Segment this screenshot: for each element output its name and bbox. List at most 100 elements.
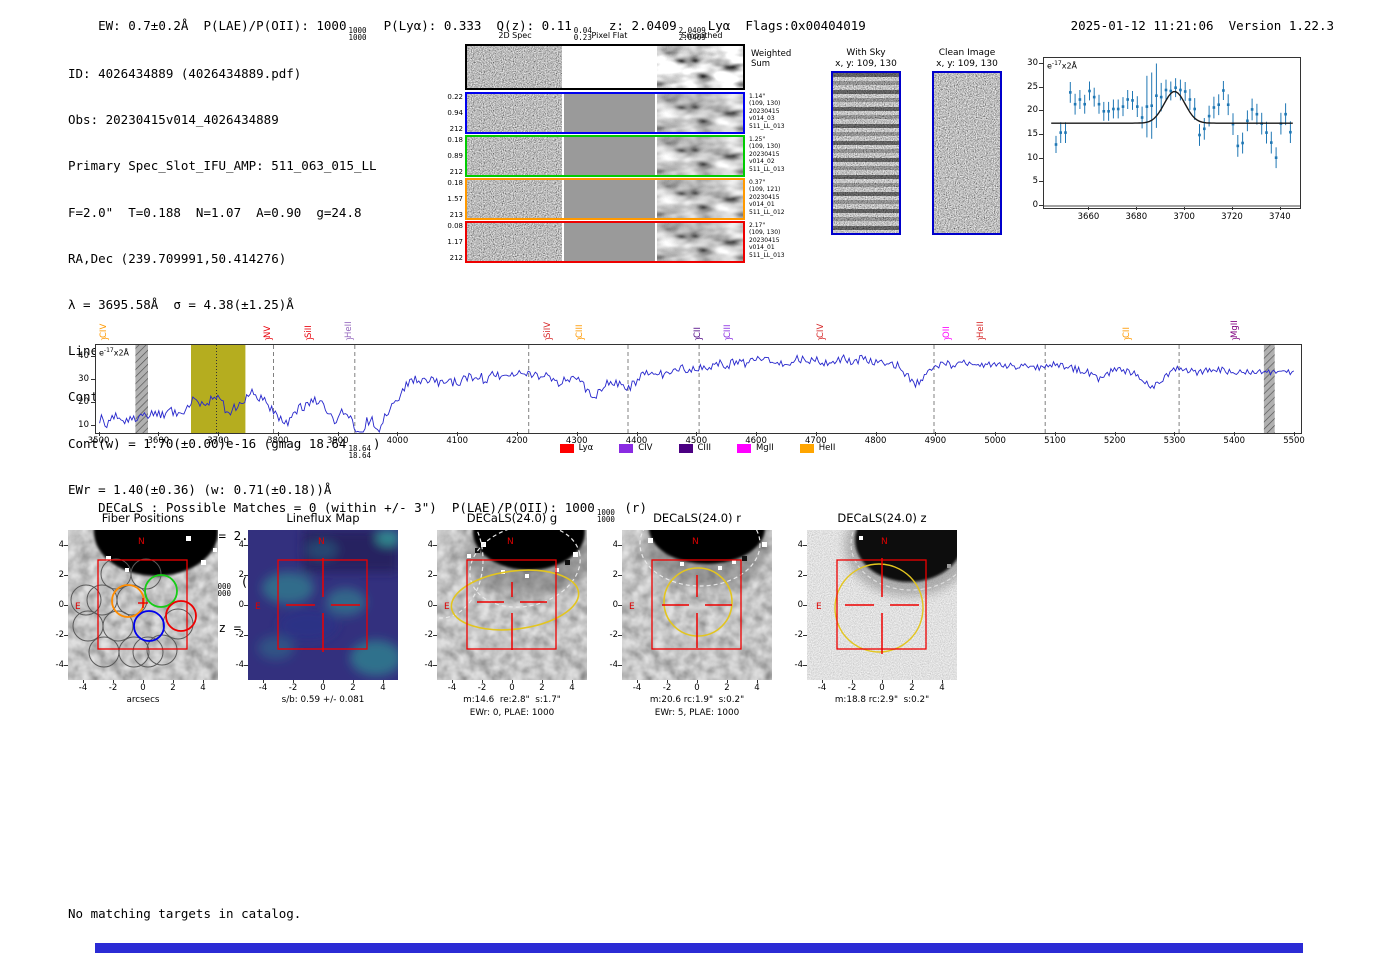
spectral-line-marker-label: CIV bbox=[98, 323, 109, 338]
cutout-x-tick bbox=[727, 680, 728, 683]
line-fit-plot bbox=[1043, 57, 1301, 209]
legend-swatch bbox=[736, 443, 751, 453]
spectral-line-brace: { bbox=[306, 335, 316, 342]
cutout-x-tick bbox=[512, 680, 513, 683]
aperture-circle bbox=[834, 563, 924, 653]
cutout-x-tick bbox=[942, 680, 943, 683]
cutout-y-tick bbox=[64, 605, 68, 606]
decals-match-line: DECaLS : Possible Matches = 0 (within +/… bbox=[98, 500, 647, 524]
legend-swatch bbox=[678, 443, 693, 453]
spectrum-x-tick bbox=[218, 432, 220, 436]
spec2d-noise-segment bbox=[467, 46, 562, 88]
spectrum-x-tick bbox=[875, 432, 877, 436]
cutout-x-tick-label: 2 bbox=[170, 683, 176, 693]
aperture-ellipse bbox=[450, 569, 580, 631]
header-plya: P(Lyα): 0.333 bbox=[383, 18, 482, 33]
cutout-y-tick-label: 4 bbox=[238, 540, 244, 550]
spectrum-x-tick bbox=[98, 432, 100, 436]
cutout-y-tick bbox=[803, 575, 807, 576]
inset-x-tick-label: 3720 bbox=[1221, 212, 1243, 222]
spec2d-strip-left-labels: 0.18 0.89 212 bbox=[447, 136, 463, 176]
cutout-x-tick-label: 0 bbox=[694, 683, 700, 693]
spec2d-pixelflat-segment bbox=[564, 223, 655, 261]
cutout-y-tick-label: 4 bbox=[58, 540, 64, 550]
spec2d-smoothed-segment bbox=[657, 137, 743, 175]
spectrum-x-tick-label: 5200 bbox=[1103, 436, 1126, 446]
cutout-x-tick-label: -2 bbox=[477, 683, 487, 693]
cutout-title-decals-z: DECaLS(24.0) z bbox=[837, 511, 927, 525]
inset-x-tick bbox=[1279, 207, 1281, 210]
cutout-y-tick-label: -4 bbox=[794, 660, 803, 670]
spec2d-noise-segment bbox=[467, 223, 562, 261]
cutout-x-tick-label: 4 bbox=[200, 683, 206, 693]
info-lambda: λ = 3695.58Å σ = 4.38(±1.25)Å bbox=[68, 296, 294, 312]
spectrum-x-tick bbox=[636, 432, 638, 436]
spectrum-y-tick bbox=[91, 378, 95, 380]
spectral-line-marker-label: CIV bbox=[816, 323, 826, 338]
spectrum-x-tick-label: 3500 bbox=[87, 436, 110, 446]
cutout-x-tick bbox=[542, 680, 543, 683]
info-id: ID: 4026434889 (4026434889.pdf) bbox=[68, 66, 302, 81]
spectral-line-brace: { bbox=[577, 335, 587, 342]
header-plae: P(LAE)/P(OII): 1000 bbox=[203, 18, 347, 33]
cutout-caption-lineflux: s/b: 0.59 +/- 0.081 bbox=[281, 695, 365, 705]
spectral-line-marker-label: CIII bbox=[722, 324, 733, 338]
inset-y-tick-label: 15 bbox=[1027, 129, 1038, 139]
cutout-y-tick-label: -2 bbox=[55, 630, 64, 640]
spec2d-strip-right-labels: 1.14" (109, 130) 20230415 v014_03 511_LL_013 bbox=[749, 93, 785, 130]
legend-label: CIII bbox=[697, 443, 711, 453]
cutout-x-tick bbox=[572, 680, 573, 683]
spectrum-x-tick-label: 3600 bbox=[147, 436, 170, 446]
spec2d-weighted-sum-strip bbox=[465, 44, 745, 90]
cutout-y-tick bbox=[244, 575, 248, 576]
spec2d-header-pixelflat: Pixel Flat bbox=[591, 31, 628, 40]
inset-y-tick-label: 10 bbox=[1027, 152, 1038, 163]
cutout-caption-fiber: arcsecs bbox=[126, 695, 160, 705]
cutout-y-tick bbox=[433, 635, 437, 636]
cutout-y-tick bbox=[64, 575, 68, 576]
inset-y-tick-label: 0 bbox=[1032, 200, 1038, 210]
cutout-x-tick bbox=[697, 680, 698, 683]
cutout-y-tick bbox=[64, 665, 68, 666]
cutout-y-tick bbox=[433, 575, 437, 576]
inset-y-tick-label: 5 bbox=[1032, 176, 1038, 187]
spectral-line-marker-label: MgII bbox=[1229, 320, 1240, 338]
inset-y-tick bbox=[1039, 86, 1043, 88]
spectral-line-marker-label: CII bbox=[1122, 327, 1133, 338]
cutout-x-tick bbox=[83, 680, 84, 683]
cutout-x-tick-label: -4 bbox=[258, 683, 268, 693]
cutout-y-tick bbox=[244, 635, 248, 636]
cutout-y-tick-label: -2 bbox=[235, 630, 244, 640]
east-label: E bbox=[629, 602, 635, 612]
spectrum-x-tick bbox=[516, 432, 518, 436]
cutout-y-tick bbox=[618, 545, 622, 546]
spectrum-x-tick-label: 4900 bbox=[924, 436, 947, 446]
spectrum-x-tick-label: 4100 bbox=[446, 436, 469, 446]
data-points bbox=[1054, 63, 1292, 169]
spectrum-x-tick-label: 4300 bbox=[565, 436, 588, 446]
east-label: E bbox=[255, 602, 261, 612]
cutout-y-tick-label: 2 bbox=[797, 570, 803, 580]
spectrum-x-tick-label: 3700 bbox=[207, 436, 229, 446]
spectral-line-marker-label: CIII bbox=[575, 324, 586, 338]
spectral-line-brace: { bbox=[1124, 335, 1134, 342]
cutout-y-tick-label: -2 bbox=[794, 630, 803, 640]
decals-r-image: N E bbox=[622, 530, 772, 680]
lineflux-patches bbox=[258, 530, 398, 676]
cutout-x-tick-label: 0 bbox=[320, 683, 326, 693]
inset-x-tick bbox=[1088, 207, 1090, 210]
spectral-line-brace: { bbox=[978, 335, 988, 342]
cutout-x-tick bbox=[667, 680, 668, 683]
spectrum-line bbox=[99, 353, 1295, 433]
legend-item: HeII bbox=[799, 443, 835, 453]
cutout-x-tick bbox=[323, 680, 324, 683]
east-label: E bbox=[816, 602, 822, 612]
spectrum-y-tick bbox=[91, 355, 95, 357]
cutout-y-tick bbox=[244, 545, 248, 546]
header-ew: EW: 0.7±0.2Å bbox=[98, 18, 189, 33]
spectral-line-brace: { bbox=[724, 335, 734, 342]
crosshair bbox=[662, 575, 732, 648]
inset-y-tick bbox=[1039, 134, 1043, 135]
inset-y-tick bbox=[1039, 63, 1043, 64]
spectrum-x-tick bbox=[1294, 432, 1296, 436]
